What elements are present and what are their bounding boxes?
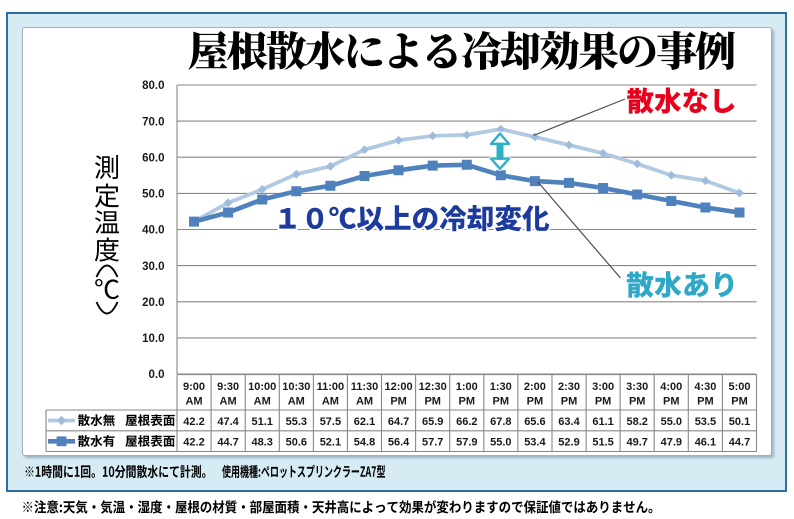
svg-text:9:00: 9:00 xyxy=(183,381,205,393)
svg-text:51.1: 51.1 xyxy=(251,416,272,428)
svg-text:47.4: 47.4 xyxy=(217,416,239,428)
svg-text:47.9: 47.9 xyxy=(661,437,682,449)
svg-text:56.4: 56.4 xyxy=(388,437,410,449)
svg-text:60.0: 60.0 xyxy=(142,152,164,164)
svg-text:48.3: 48.3 xyxy=(251,437,272,449)
svg-text:AM: AM xyxy=(220,396,237,408)
svg-text:52.1: 52.1 xyxy=(320,437,341,449)
svg-text:AM: AM xyxy=(185,396,202,408)
svg-text:10:00: 10:00 xyxy=(248,381,276,393)
svg-text:46.1: 46.1 xyxy=(695,437,716,449)
svg-text:80.0: 80.0 xyxy=(142,80,164,92)
svg-text:62.1: 62.1 xyxy=(354,416,375,428)
svg-text:55.3: 55.3 xyxy=(286,416,307,428)
svg-text:4:30: 4:30 xyxy=(694,381,716,393)
svg-text:5:00: 5:00 xyxy=(728,381,750,393)
svg-text:65.6: 65.6 xyxy=(524,416,545,428)
svg-text:54.8: 54.8 xyxy=(354,437,375,449)
svg-text:66.2: 66.2 xyxy=(456,416,477,428)
svg-text:53.4: 53.4 xyxy=(524,437,546,449)
svg-text:50.1: 50.1 xyxy=(729,416,750,428)
svg-text:44.7: 44.7 xyxy=(217,437,238,449)
svg-text:AM: AM xyxy=(322,396,339,408)
svg-text:10:30: 10:30 xyxy=(282,381,310,393)
svg-text:12:00: 12:00 xyxy=(385,381,413,393)
svg-text:42.2: 42.2 xyxy=(183,437,204,449)
svg-text:50.0: 50.0 xyxy=(142,189,164,201)
svg-text:AM: AM xyxy=(254,396,271,408)
svg-text:70.0: 70.0 xyxy=(142,116,164,128)
svg-text:4:00: 4:00 xyxy=(660,381,682,393)
svg-text:65.9: 65.9 xyxy=(422,416,443,428)
svg-text:3:00: 3:00 xyxy=(592,381,614,393)
svg-text:2:30: 2:30 xyxy=(558,381,580,393)
svg-text:PM: PM xyxy=(697,396,714,408)
svg-text:58.2: 58.2 xyxy=(626,416,647,428)
svg-text:63.4: 63.4 xyxy=(558,416,580,428)
svg-text:44.7: 44.7 xyxy=(729,437,750,449)
svg-text:0.0: 0.0 xyxy=(149,369,165,381)
svg-text:51.5: 51.5 xyxy=(592,437,613,449)
svg-text:10.0: 10.0 xyxy=(142,333,164,345)
svg-text:AM: AM xyxy=(288,396,305,408)
svg-text:2:00: 2:00 xyxy=(524,381,546,393)
svg-text:55.0: 55.0 xyxy=(661,416,682,428)
svg-text:AM: AM xyxy=(356,396,373,408)
svg-text:3:30: 3:30 xyxy=(626,381,648,393)
svg-text:20.0: 20.0 xyxy=(142,297,164,309)
svg-text:9:30: 9:30 xyxy=(217,381,239,393)
svg-text:49.7: 49.7 xyxy=(626,437,647,449)
svg-text:11:30: 11:30 xyxy=(351,381,379,393)
svg-text:PM: PM xyxy=(493,396,510,408)
svg-text:53.5: 53.5 xyxy=(695,416,716,428)
svg-text:50.6: 50.6 xyxy=(286,437,307,449)
svg-text:PM: PM xyxy=(561,396,578,408)
svg-text:PM: PM xyxy=(629,396,646,408)
svg-text:1:30: 1:30 xyxy=(490,381,512,393)
svg-text:61.1: 61.1 xyxy=(592,416,613,428)
svg-text:57.9: 57.9 xyxy=(456,437,477,449)
svg-text:42.2: 42.2 xyxy=(183,416,204,428)
svg-text:64.7: 64.7 xyxy=(388,416,409,428)
svg-text:PM: PM xyxy=(459,396,476,408)
svg-text:57.7: 57.7 xyxy=(422,437,443,449)
svg-text:57.5: 57.5 xyxy=(320,416,341,428)
svg-text:30.0: 30.0 xyxy=(142,261,164,273)
svg-text:12:30: 12:30 xyxy=(419,381,447,393)
svg-text:PM: PM xyxy=(527,396,544,408)
svg-text:PM: PM xyxy=(731,396,748,408)
svg-text:PM: PM xyxy=(424,396,441,408)
svg-text:1:00: 1:00 xyxy=(456,381,478,393)
svg-text:PM: PM xyxy=(390,396,407,408)
svg-text:55.0: 55.0 xyxy=(490,437,511,449)
svg-text:40.0: 40.0 xyxy=(142,225,164,237)
svg-text:67.8: 67.8 xyxy=(490,416,511,428)
svg-text:52.9: 52.9 xyxy=(558,437,579,449)
svg-text:11:00: 11:00 xyxy=(317,381,345,393)
svg-text:PM: PM xyxy=(663,396,680,408)
svg-text:PM: PM xyxy=(595,396,612,408)
